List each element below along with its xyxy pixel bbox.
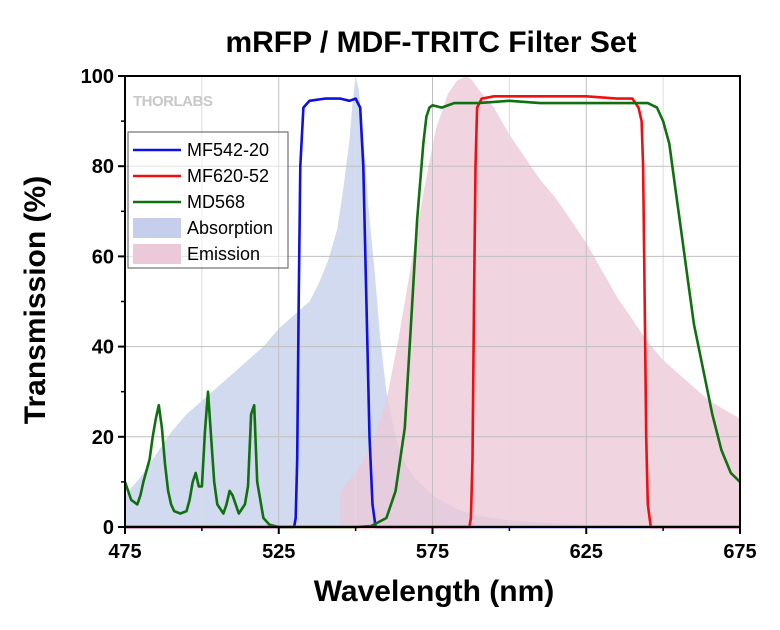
series-md568-line [123,99,741,529]
y-tick-label: 20 [92,427,114,449]
y-tick-labels: 0 20 40 60 80 100 [81,66,114,539]
x-tick-label: 625 [570,541,603,563]
legend-swatch [133,244,181,264]
x-tick-label: 475 [108,541,141,563]
x-tick-label: 675 [723,541,756,563]
chart-title: mRFP / MDF-TRITC Filter Set [225,26,636,59]
y-tick-label: 80 [92,156,114,178]
series-mf542-20-line [125,97,740,529]
grid-lines [125,76,740,527]
legend-label: MF620-52 [187,166,269,186]
legend: MF542-20 MF620-52 MD568 Absorption Emission [127,131,289,269]
legend-label: MF542-20 [187,140,269,160]
y-tick-label: 40 [92,337,114,359]
y-tick-label: 60 [92,246,114,268]
y-tick-label: 100 [81,66,114,88]
x-tick-labels: 475 525 575 625 675 [108,541,756,563]
legend-label: Emission [187,244,260,264]
line-series-layer [123,95,741,529]
series-mf620-52-line [125,95,740,529]
axis-ticks [118,75,741,534]
y-axis-title: Transmission (%) [19,176,52,424]
legend-label: Absorption [187,218,273,238]
x-tick-label: 525 [262,541,295,563]
y-tick-label: 0 [103,517,114,539]
legend-swatch [133,218,181,238]
x-tick-label: 575 [416,541,449,563]
series-emission-area [340,76,740,527]
x-axis-title: Wavelength (nm) [314,575,555,608]
logo-watermark: THORLABS [133,93,213,110]
legend-label: MD568 [187,192,245,212]
